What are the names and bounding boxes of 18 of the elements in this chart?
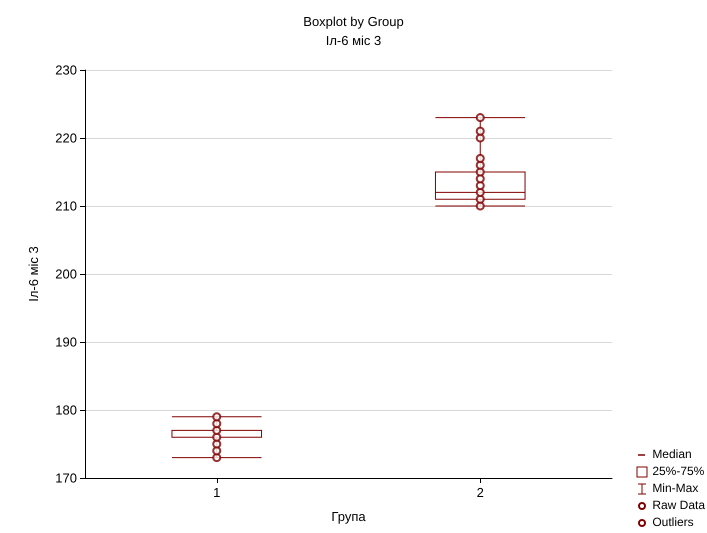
x-axis-title: Група (331, 509, 366, 524)
chart-title: Boxplot by Group (303, 14, 404, 29)
y-tick-label: 190 (55, 334, 77, 350)
y-axis-title: Іл-6 міс 3 (26, 246, 41, 302)
y-tick-label: 180 (55, 402, 77, 418)
text: Median (652, 446, 692, 463)
y-tick-label: 230 (55, 62, 77, 78)
y-tick-label: 200 (55, 266, 77, 282)
x-tick-label: 1 (213, 485, 220, 500)
y-tick-label: 220 (55, 130, 77, 146)
chart-subtitle: Іл-6 міс 3 (326, 33, 382, 48)
y-tick-label: 210 (55, 198, 77, 214)
y-tick-label: 170 (55, 470, 77, 486)
legend-label: 25%-75% (652, 463, 704, 480)
x-tick-label: 2 (476, 485, 484, 500)
text: Outliers (652, 514, 694, 531)
legend-label: Raw Data (652, 497, 705, 514)
text: Min-Max (652, 480, 698, 497)
